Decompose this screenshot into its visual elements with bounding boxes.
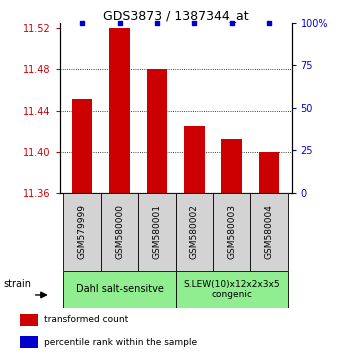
Bar xyxy=(101,193,138,271)
Point xyxy=(117,20,122,26)
Text: GSM580000: GSM580000 xyxy=(115,204,124,259)
Bar xyxy=(63,193,101,271)
Bar xyxy=(250,193,288,271)
Bar xyxy=(138,193,176,271)
Text: Dahl salt-sensitve: Dahl salt-sensitve xyxy=(76,284,163,295)
Text: GSM580001: GSM580001 xyxy=(152,204,161,259)
Point xyxy=(154,20,160,26)
Bar xyxy=(109,28,130,193)
Point xyxy=(229,20,235,26)
Bar xyxy=(221,139,242,193)
Bar xyxy=(20,314,38,326)
Bar xyxy=(213,193,250,271)
Text: GSM580002: GSM580002 xyxy=(190,204,199,259)
Title: GDS3873 / 1387344_at: GDS3873 / 1387344_at xyxy=(103,9,249,22)
Bar xyxy=(20,336,38,348)
Bar xyxy=(63,271,176,308)
Text: GSM580004: GSM580004 xyxy=(265,204,273,259)
Bar xyxy=(176,193,213,271)
Point xyxy=(79,20,85,26)
Text: GSM579999: GSM579999 xyxy=(78,204,87,259)
Text: S.LEW(10)x12x2x3x5
congenic: S.LEW(10)x12x2x3x5 congenic xyxy=(183,280,280,299)
Text: strain: strain xyxy=(3,279,31,289)
Text: percentile rank within the sample: percentile rank within the sample xyxy=(44,337,197,347)
Bar xyxy=(72,99,92,193)
Bar xyxy=(176,271,288,308)
Point xyxy=(266,20,272,26)
Text: GSM580003: GSM580003 xyxy=(227,204,236,259)
Text: transformed count: transformed count xyxy=(44,315,129,325)
Bar xyxy=(147,69,167,193)
Bar xyxy=(184,126,205,193)
Point xyxy=(192,20,197,26)
Bar xyxy=(259,152,279,193)
